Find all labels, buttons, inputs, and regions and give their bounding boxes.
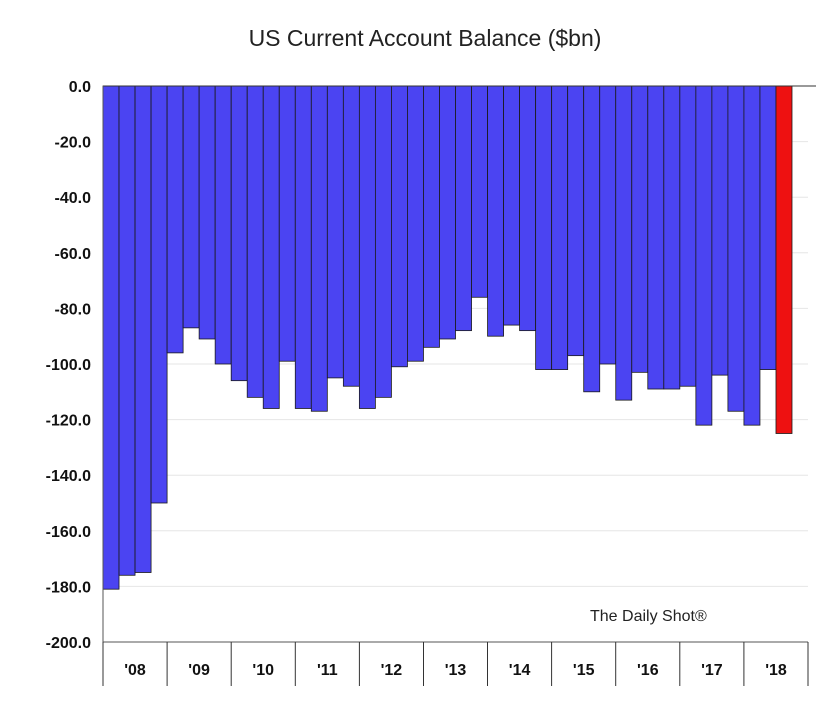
bar xyxy=(519,85,537,332)
chart-title: US Current Account Balance ($bn) xyxy=(249,25,602,51)
bar xyxy=(615,85,633,401)
x-tick-label: '08 xyxy=(124,662,146,679)
bar xyxy=(358,85,376,409)
bar xyxy=(198,85,216,340)
bars xyxy=(102,85,793,590)
bar xyxy=(118,85,136,576)
bar xyxy=(759,85,777,370)
bar xyxy=(679,85,697,387)
bar xyxy=(551,85,569,370)
bar xyxy=(342,85,360,387)
bar xyxy=(102,85,120,590)
y-tick-label: -200.0 xyxy=(46,635,91,652)
y-tick-label: 0.0 xyxy=(69,79,91,96)
bar xyxy=(647,85,665,390)
bar xyxy=(471,85,488,298)
bar xyxy=(455,85,472,332)
bar xyxy=(727,85,745,412)
y-tick-label: -60.0 xyxy=(55,246,92,263)
x-tick-label: '15 xyxy=(573,662,595,679)
bar xyxy=(246,85,264,398)
bar xyxy=(391,85,408,368)
bar xyxy=(214,85,232,365)
y-tick-label: -120.0 xyxy=(46,413,91,430)
y-tick-labels: 0.0 -20.0 -40.0 -60.0 -80.0 -100.0 -120.0 -140.… xyxy=(46,79,91,652)
x-tick-label: '14 xyxy=(509,662,531,679)
x-tick-label: '18 xyxy=(765,662,787,679)
bar xyxy=(743,85,761,426)
x-tick-label: '10 xyxy=(252,662,274,679)
x-tick-label: '16 xyxy=(637,662,659,679)
x-tick-labels: '08 '09 '10 '11 '12 '13 '14 '15 '16 '17 '18 xyxy=(102,642,809,686)
bar xyxy=(278,85,296,362)
bar xyxy=(310,85,328,412)
axes xyxy=(102,85,816,643)
bar xyxy=(663,85,681,390)
bar xyxy=(423,85,440,348)
bar xyxy=(487,85,504,337)
bar xyxy=(294,85,312,409)
bar xyxy=(535,85,553,370)
y-tick-label: -20.0 xyxy=(55,135,92,152)
bar xyxy=(567,85,585,357)
bar xyxy=(695,85,713,426)
bar-highlight xyxy=(775,85,793,434)
x-tick-label: '17 xyxy=(701,662,723,679)
x-tick-label: '11 xyxy=(317,662,338,679)
bar xyxy=(182,85,200,329)
bar xyxy=(599,85,617,365)
y-tick-label: -80.0 xyxy=(55,301,92,318)
bar xyxy=(407,85,424,362)
y-tick-label: -40.0 xyxy=(55,190,92,207)
bar xyxy=(326,85,344,379)
x-tick-label: '09 xyxy=(188,662,210,679)
y-tick-label: -100.0 xyxy=(46,357,91,374)
bar xyxy=(503,85,520,326)
bar xyxy=(439,85,456,340)
y-tick-label: -140.0 xyxy=(46,468,91,485)
bar xyxy=(374,85,392,398)
bar xyxy=(150,85,168,504)
bar xyxy=(230,85,248,382)
x-tick-label: '13 xyxy=(445,662,467,679)
y-tick-label: -160.0 xyxy=(46,524,91,541)
bar xyxy=(583,85,601,393)
bar xyxy=(631,85,649,373)
watermark-text: The Daily Shot® xyxy=(590,608,707,625)
bar xyxy=(166,85,184,354)
y-tick-label: -180.0 xyxy=(46,579,91,596)
bar xyxy=(711,85,729,376)
bar xyxy=(262,85,280,409)
x-tick-label: '12 xyxy=(381,662,403,679)
bar xyxy=(134,85,152,573)
